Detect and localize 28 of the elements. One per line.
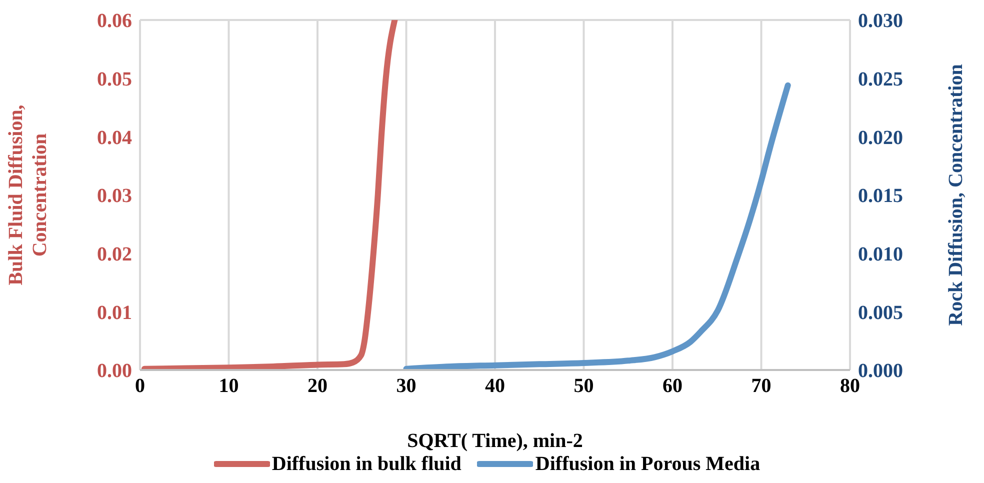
x-tick-label: 70	[751, 375, 772, 398]
y-tick-label: 0.02	[97, 243, 132, 266]
y2-tick-label: 0.010	[858, 243, 903, 266]
y2-tick-label: 0.030	[858, 10, 903, 32]
x-tick-label: 80	[840, 375, 860, 398]
y2-axis-title: Rock Diffusion, Concentration	[945, 64, 967, 326]
legend-label: Diffusion in Porous Media	[535, 453, 760, 475]
y2-tick-label: 0.005	[858, 302, 903, 324]
x-tick-label: 40	[485, 375, 505, 398]
x-axis-title: SQRT( Time), min-2	[407, 430, 583, 452]
y-tick-label: 0.05	[97, 68, 132, 90]
y2-tick-label: 0.020	[858, 126, 903, 149]
y-tick-label: 0.03	[97, 185, 132, 208]
y-tick-label: 0.00	[97, 360, 132, 382]
x-tick-label: 30	[396, 375, 416, 398]
y2-tick-label: 0.025	[858, 68, 903, 90]
y-axis-title: Bulk Fluid Diffusion, Concentration	[5, 104, 51, 286]
x-tick-label: 50	[574, 375, 594, 398]
legend-label: Diffusion in bulk fluid	[272, 453, 462, 475]
y-tick-label: 0.06	[97, 10, 132, 32]
y-tick-label: 0.01	[97, 302, 132, 324]
x-tick-label: 60	[662, 375, 682, 398]
y-tick-label: 0.04	[97, 126, 132, 149]
x-tick-label: 10	[218, 375, 239, 398]
x-tick-label: 20	[308, 375, 328, 398]
y2-tick-label: 0.015	[858, 185, 903, 208]
y2-tick-label: 0.000	[858, 360, 903, 382]
x-tick-label: 0	[135, 375, 145, 398]
